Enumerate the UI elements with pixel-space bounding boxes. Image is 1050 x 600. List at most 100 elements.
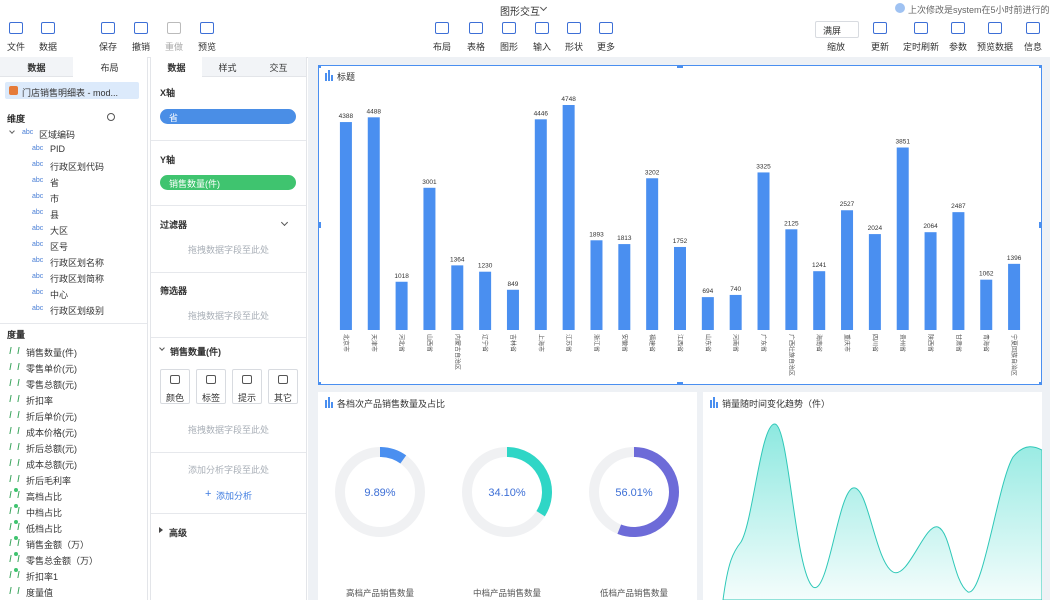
zoom-select[interactable]: 满屏 xyxy=(815,21,859,38)
icon xyxy=(101,22,115,34)
bar xyxy=(701,297,714,330)
dimension-field[interactable]: 中心 xyxy=(50,290,69,300)
dimension-field[interactable]: 县 xyxy=(50,210,60,220)
style-button[interactable]: 颜色 xyxy=(160,369,190,404)
search-icon[interactable] xyxy=(107,113,115,121)
value-label: 694 xyxy=(702,288,713,295)
dimension-field[interactable]: 行政区划简称 xyxy=(50,274,105,284)
toolbar-button[interactable]: 预览数据 xyxy=(977,20,1013,54)
x-tick-label: 安徽省 xyxy=(620,334,628,352)
label: X轴 xyxy=(160,88,176,98)
donut-chart[interactable]: 各档次产品销售数量及占比 9.89% 高档产品销售数量 34.10% 中档产品销售数量 5… xyxy=(318,392,697,600)
toolbar-button[interactable]: 更新 xyxy=(862,20,898,54)
measure-field[interactable]: 销售金额（万） xyxy=(26,540,90,550)
measure-field[interactable]: 销售数量(件) xyxy=(26,348,77,358)
style-button[interactable]: 标签 xyxy=(196,369,226,404)
icon xyxy=(469,22,483,34)
measure-field[interactable]: 折后单价(元) xyxy=(26,412,77,422)
x-tick-label: 上海市 xyxy=(537,334,545,352)
value-label: 2487 xyxy=(951,203,966,210)
dimension-field[interactable]: 市 xyxy=(50,194,60,204)
bar xyxy=(980,279,993,330)
toolbar-button[interactable]: 信息 xyxy=(1015,20,1050,54)
measure-field[interactable]: 中档占比 xyxy=(26,508,63,518)
measure-field[interactable]: 折扣率 xyxy=(26,396,54,406)
measure-field[interactable]: 成本总额(元) xyxy=(26,460,77,470)
measure-icon xyxy=(9,523,20,530)
bar xyxy=(367,117,380,330)
toolbar-button[interactable]: 文件 xyxy=(0,20,34,54)
field-pill[interactable]: 省 xyxy=(160,109,296,124)
type-tag: abc xyxy=(32,305,44,312)
style-button[interactable]: 提示 xyxy=(232,369,262,404)
dimension-field[interactable]: 行政区划名称 xyxy=(50,258,105,268)
value-label: 1364 xyxy=(450,256,465,263)
tab[interactable]: 数据 xyxy=(27,63,46,73)
dimension-field[interactable]: 行政区划代码 xyxy=(50,162,105,172)
x-tick-label: 贵州省 xyxy=(899,334,907,352)
measure-field[interactable]: 折扣率1 xyxy=(26,572,59,582)
measure-field[interactable]: 折后总额(元) xyxy=(26,444,77,454)
measure-field[interactable]: 度量值 xyxy=(26,588,54,598)
bar xyxy=(562,105,575,330)
x-tick-label: 海南省 xyxy=(815,334,823,352)
toolbar-button[interactable]: 缩放 xyxy=(818,20,854,54)
toolbar-button[interactable]: 定时刷新 xyxy=(903,20,939,54)
toolbar-button[interactable]: 图形 xyxy=(491,20,527,54)
add-analysis[interactable]: 添加分析 xyxy=(216,491,253,501)
icon xyxy=(134,22,148,34)
value-label: 4388 xyxy=(339,113,354,120)
toolbar-button[interactable]: 参数 xyxy=(940,20,976,54)
toolbar-button[interactable]: 撤销 xyxy=(123,20,159,54)
measure-field[interactable]: 零售总额(元) xyxy=(26,380,77,390)
style-button[interactable]: 其它 xyxy=(268,369,298,404)
zoom-value: 满屏 xyxy=(823,26,842,36)
bar xyxy=(646,178,659,330)
button-label: 提示 xyxy=(237,393,256,403)
area-chart[interactable]: 销量随时间变化趋势（件） xyxy=(703,392,1042,600)
handle xyxy=(677,65,683,68)
bar xyxy=(868,234,881,330)
dimension-field[interactable]: 大区 xyxy=(50,226,69,236)
toolbar-button[interactable]: 保存 xyxy=(90,20,126,54)
value-label: 2064 xyxy=(923,223,938,230)
measure-field[interactable]: 零售总金额（万） xyxy=(26,556,99,566)
dimension-field[interactable]: 省 xyxy=(50,178,60,188)
measure-icon xyxy=(9,395,20,402)
measure-icon xyxy=(9,491,20,498)
toolbar-button[interactable]: 形状 xyxy=(556,20,592,54)
value-label: 4446 xyxy=(534,110,549,117)
toolbar-button[interactable]: 表格 xyxy=(458,20,494,54)
toolbar-button[interactable]: 布局 xyxy=(424,20,460,54)
toolbar-button[interactable]: 数据 xyxy=(30,20,66,54)
measure-icon xyxy=(9,587,20,594)
handle xyxy=(318,65,321,68)
toolbar-button[interactable]: 输入 xyxy=(524,20,560,54)
toolbar-button[interactable]: 重做 xyxy=(156,20,192,54)
type-tag: abc xyxy=(32,225,44,232)
handle xyxy=(318,382,321,385)
tab[interactable]: 交互 xyxy=(269,63,288,73)
measure-icon xyxy=(9,459,20,466)
measure-field[interactable]: 低档占比 xyxy=(26,524,63,534)
measure-icon xyxy=(9,411,20,418)
field-pill[interactable]: 销售数量(件) xyxy=(160,175,296,190)
measure-field[interactable]: 零售单价(元) xyxy=(26,364,77,374)
toolbar-button[interactable]: 预览 xyxy=(189,20,225,54)
button-label: 其它 xyxy=(273,393,292,403)
dataset[interactable] xyxy=(5,82,139,99)
label: 销售数量(件) xyxy=(170,347,221,357)
bar-chart[interactable]: 标题 4388 北京市 4488 天津市 1018 河北省 3001 山西省 1364 内蒙古自治区… xyxy=(318,65,1042,385)
measure-field[interactable]: 折后毛利率 xyxy=(26,476,72,486)
tab[interactable]: 数据 xyxy=(167,63,186,73)
tab[interactable]: 样式 xyxy=(218,63,237,73)
icon xyxy=(170,375,180,384)
dimension-field[interactable]: PID xyxy=(50,144,66,154)
tab[interactable]: 布局 xyxy=(100,63,119,73)
category-label: 中档产品销售数量 xyxy=(473,588,542,598)
dimension-field[interactable]: 区号 xyxy=(50,242,69,252)
toolbar-button[interactable]: 更多 xyxy=(588,20,624,54)
measure-field[interactable]: 高档占比 xyxy=(26,492,63,502)
measure-field[interactable]: 成本价格(元) xyxy=(26,428,77,438)
dimension-field[interactable]: 行政区划级别 xyxy=(50,306,105,316)
